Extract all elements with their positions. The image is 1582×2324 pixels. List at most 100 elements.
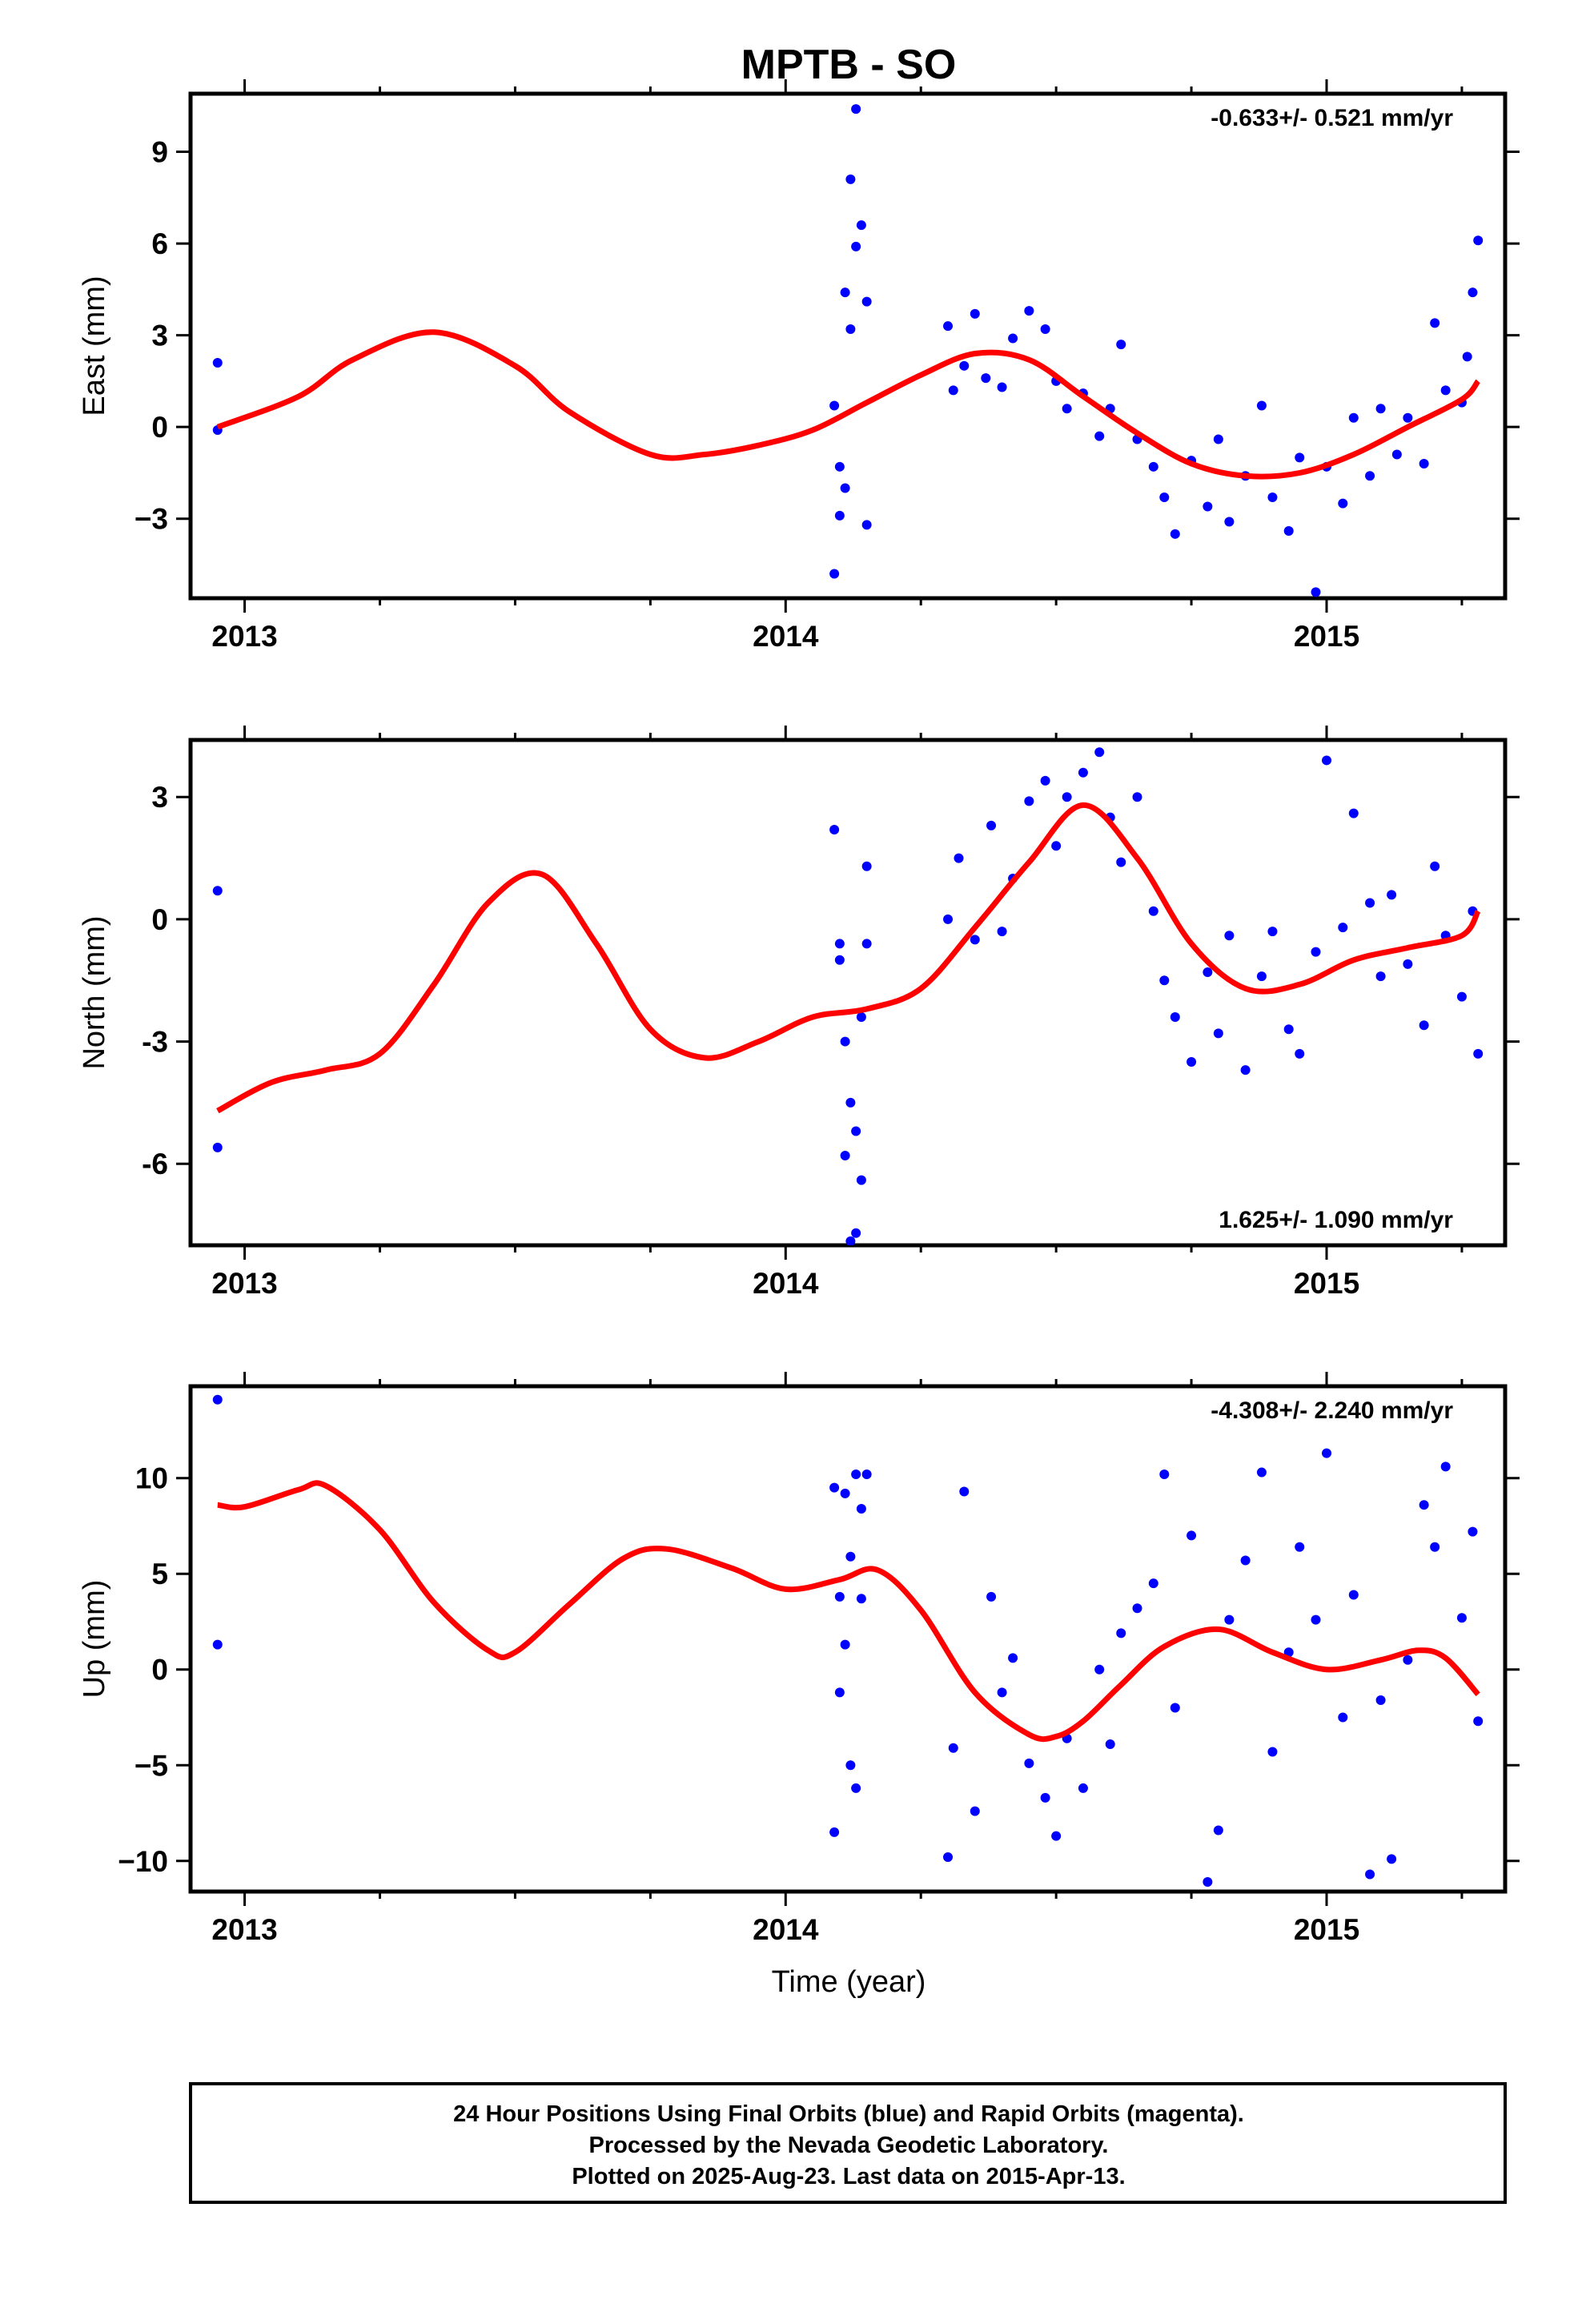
up-data-point bbox=[1267, 1747, 1278, 1757]
footer-line-2: Processed by the Nevada Geodetic Laborat… bbox=[589, 2133, 1109, 2158]
north-data-point bbox=[1375, 971, 1386, 982]
up-y-tick-label: −5 bbox=[135, 1749, 168, 1782]
up-data-point bbox=[856, 1594, 866, 1604]
up-data-point bbox=[1078, 1783, 1088, 1793]
east-panel: 2013 2014 2015 −3 0 3 6 9 East (mm) -0.633+/- 0.5… bbox=[78, 79, 1520, 653]
east-data-point bbox=[1462, 352, 1472, 362]
up-data-point bbox=[1132, 1603, 1142, 1614]
up-data-point bbox=[834, 1591, 845, 1602]
up-data-point bbox=[1375, 1695, 1386, 1705]
north-y-axis-label: North (mm) bbox=[78, 915, 111, 1069]
east-data-point bbox=[1473, 235, 1484, 246]
north-data-point bbox=[840, 1036, 850, 1047]
up-data-point bbox=[1456, 1613, 1467, 1623]
north-data-point bbox=[212, 886, 223, 896]
up-y-tick-label: 5 bbox=[151, 1558, 168, 1590]
east-x-tick-label: 2015 bbox=[1294, 620, 1359, 653]
up-velocity-label: -4.308+/- 2.240 mm/yr bbox=[1211, 1397, 1453, 1424]
up-data-point bbox=[1430, 1542, 1440, 1552]
up-data-point bbox=[997, 1687, 1007, 1698]
east-data-point bbox=[1375, 404, 1386, 414]
up-data-point bbox=[1322, 1448, 1332, 1458]
east-data-point bbox=[1040, 324, 1050, 334]
up-y-tick-label: 10 bbox=[135, 1462, 168, 1495]
up-data-point bbox=[1040, 1792, 1050, 1803]
up-data-point bbox=[1387, 1854, 1397, 1864]
north-data-point bbox=[1267, 927, 1278, 937]
north-data-point bbox=[1403, 959, 1413, 969]
north-data-point bbox=[1283, 1024, 1294, 1035]
east-data-point bbox=[1295, 452, 1305, 463]
up-data-point bbox=[943, 1852, 954, 1862]
up-data-point bbox=[1008, 1653, 1018, 1663]
east-data-point bbox=[840, 287, 850, 298]
up-data-point bbox=[1148, 1578, 1158, 1589]
east-data-point bbox=[1170, 529, 1180, 539]
footer-box bbox=[189, 2082, 1507, 2204]
up-data-point bbox=[1440, 1462, 1451, 1472]
up-points bbox=[212, 1394, 1484, 1888]
up-data-point bbox=[861, 1469, 872, 1479]
x-axis-label: Time (year) bbox=[772, 1965, 926, 1999]
north-data-point bbox=[986, 820, 997, 830]
up-data-point bbox=[851, 1469, 861, 1479]
north-panel: 2013 2014 2015 -6 -3 0 3 North (mm) 1.625+/- 1.0… bbox=[78, 726, 1520, 1300]
up-data-point bbox=[1473, 1716, 1484, 1727]
north-y-tick-label: -3 bbox=[142, 1026, 168, 1059]
footer-line-1: 24 Hour Positions Using Final Orbits (bl… bbox=[453, 2101, 1244, 2127]
up-data-point bbox=[845, 1760, 856, 1771]
east-data-point bbox=[829, 569, 840, 579]
north-model-curve bbox=[216, 802, 1481, 1114]
up-data-point bbox=[1094, 1664, 1105, 1675]
up-data-point bbox=[845, 1551, 856, 1562]
north-data-point bbox=[1203, 967, 1213, 978]
north-data-point bbox=[834, 955, 845, 965]
north-x-tick-label: 2013 bbox=[211, 1267, 277, 1300]
north-y-tick-label: -6 bbox=[142, 1148, 168, 1180]
east-data-point bbox=[981, 373, 991, 384]
east-y-tick-label: 9 bbox=[151, 136, 168, 169]
north-data-point bbox=[840, 1151, 850, 1161]
east-data-point bbox=[1224, 517, 1235, 527]
east-data-point bbox=[1348, 412, 1359, 423]
up-data-point bbox=[1170, 1703, 1180, 1713]
up-data-point bbox=[1468, 1526, 1478, 1537]
up-data-point bbox=[212, 1639, 223, 1650]
up-data-point bbox=[1024, 1758, 1034, 1768]
north-data-point bbox=[997, 927, 1007, 937]
east-data-point bbox=[943, 321, 954, 332]
north-velocity-label: 1.625+/- 1.090 mm/yr bbox=[1219, 1207, 1453, 1233]
north-x-tick-label: 2015 bbox=[1294, 1267, 1359, 1300]
north-data-point bbox=[1170, 1012, 1180, 1023]
north-data-point bbox=[1322, 755, 1332, 766]
east-plot-frame bbox=[188, 91, 1508, 601]
up-data-point bbox=[970, 1806, 980, 1816]
up-data-point bbox=[856, 1503, 866, 1514]
east-data-point bbox=[1267, 493, 1278, 502]
east-data-point bbox=[834, 510, 845, 521]
north-data-point bbox=[1387, 890, 1397, 900]
north-data-point bbox=[1365, 898, 1375, 908]
east-data-point bbox=[829, 400, 840, 411]
east-data-point bbox=[1159, 493, 1170, 502]
east-data-point bbox=[970, 308, 980, 319]
north-data-point bbox=[1186, 1057, 1197, 1068]
east-data-point bbox=[1203, 501, 1213, 512]
north-data-point bbox=[861, 861, 872, 871]
up-data-point bbox=[1365, 1869, 1375, 1880]
up-data-point bbox=[840, 1488, 850, 1498]
north-data-point bbox=[1040, 775, 1050, 786]
up-data-point bbox=[1203, 1877, 1213, 1888]
north-data-point bbox=[1024, 796, 1034, 806]
east-data-point bbox=[1440, 385, 1451, 396]
east-velocity-label: -0.633+/- 0.521 mm/yr bbox=[1211, 105, 1453, 131]
north-data-point bbox=[1132, 792, 1142, 802]
east-data-point bbox=[851, 241, 861, 251]
north-data-point bbox=[851, 1228, 861, 1238]
east-data-point bbox=[861, 520, 872, 530]
east-data-point bbox=[1338, 498, 1348, 509]
up-data-point bbox=[1295, 1542, 1305, 1552]
north-data-point bbox=[834, 939, 845, 949]
north-data-point bbox=[1159, 975, 1170, 986]
up-data-point bbox=[986, 1591, 997, 1602]
